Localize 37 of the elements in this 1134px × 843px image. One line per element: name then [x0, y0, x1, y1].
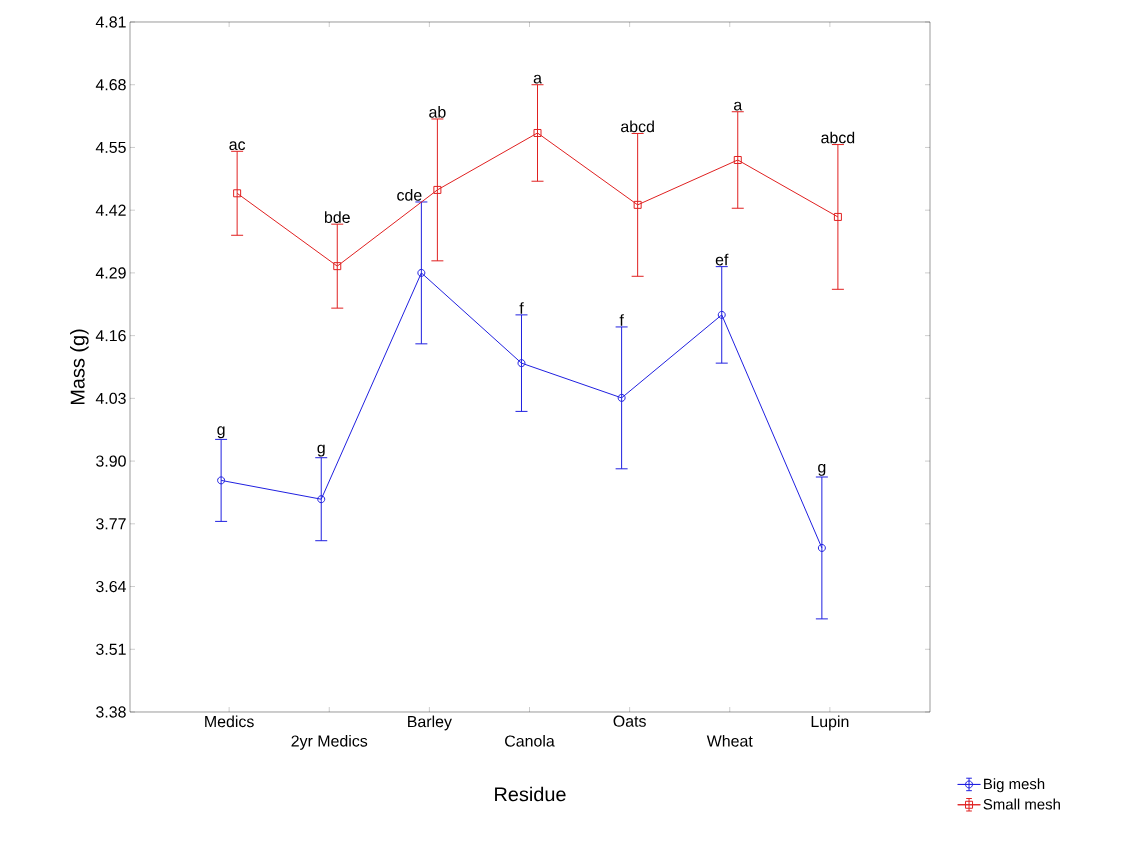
annotation: ef — [715, 253, 729, 266]
legend-label: Big mesh — [984, 778, 1045, 793]
y-tick-label: 3.77 — [96, 518, 126, 530]
x-axis-title: Residue — [495, 786, 566, 802]
y-tick-label: 4.68 — [95, 79, 126, 91]
x-tick-label: Medics — [205, 715, 254, 728]
y-tick-label: 3.64 — [96, 580, 126, 593]
annotation: abcd — [621, 120, 654, 133]
x-tick-label: 2yr Medics — [291, 734, 368, 750]
x-tick-label: Wheat — [706, 734, 753, 747]
annotation: abcd — [821, 131, 855, 144]
y-tick-label: 4.29 — [95, 267, 126, 279]
y-tick-label: 4.16 — [95, 329, 126, 342]
x-tick-label: Canola — [505, 734, 555, 747]
x-tick-label: Barley — [408, 715, 452, 731]
y-tick-label: 3.90 — [96, 455, 126, 467]
y-axis-title: Mass (g) — [70, 329, 89, 405]
annotation: g — [317, 444, 325, 457]
annotation: a — [533, 74, 542, 84]
annotation: g — [818, 463, 826, 476]
y-tick-label: 4.81 — [95, 16, 126, 28]
annotation: cde — [397, 189, 422, 201]
annotation: f — [519, 302, 524, 314]
annotation: ab — [429, 106, 446, 118]
x-tick-label: Oats — [613, 715, 646, 727]
annotation: g — [217, 426, 225, 439]
annotation: bde — [324, 211, 350, 223]
y-tick-label: 4.42 — [95, 204, 126, 216]
y-tick-label: 3.38 — [96, 706, 126, 718]
y-tick-label: 3.51 — [96, 643, 126, 655]
x-tick-label: Lupin — [811, 715, 849, 731]
y-tick-label: 4.55 — [95, 141, 126, 154]
annotation: a — [734, 101, 743, 111]
legend-label: Small mesh — [983, 798, 1060, 810]
annotation: f — [619, 314, 624, 326]
annotation: ac — [229, 141, 246, 151]
y-tick-label: 4.03 — [95, 392, 126, 404]
